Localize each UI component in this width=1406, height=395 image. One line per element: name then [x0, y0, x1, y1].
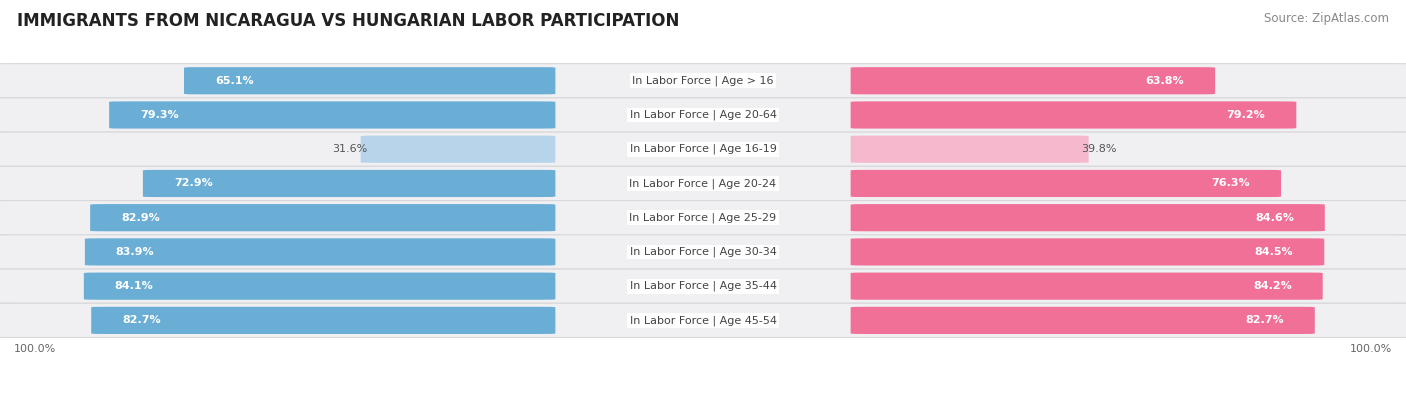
- Legend: Immigrants from Nicaragua, Hungarian: Immigrants from Nicaragua, Hungarian: [550, 392, 856, 395]
- Text: In Labor Force | Age 20-24: In Labor Force | Age 20-24: [630, 178, 776, 189]
- FancyBboxPatch shape: [0, 303, 1406, 337]
- Text: 65.1%: 65.1%: [215, 76, 253, 86]
- Text: 82.9%: 82.9%: [121, 213, 160, 223]
- FancyBboxPatch shape: [851, 135, 1088, 163]
- Text: 84.1%: 84.1%: [115, 281, 153, 291]
- Text: 79.2%: 79.2%: [1226, 110, 1265, 120]
- Text: 83.9%: 83.9%: [115, 247, 155, 257]
- Text: In Labor Force | Age 45-54: In Labor Force | Age 45-54: [630, 315, 776, 325]
- Text: In Labor Force | Age 35-44: In Labor Force | Age 35-44: [630, 281, 776, 292]
- Text: 82.7%: 82.7%: [1246, 315, 1284, 325]
- FancyBboxPatch shape: [143, 170, 555, 197]
- Text: 84.5%: 84.5%: [1254, 247, 1294, 257]
- Text: 79.3%: 79.3%: [141, 110, 179, 120]
- Text: 100.0%: 100.0%: [1350, 344, 1392, 354]
- FancyBboxPatch shape: [360, 135, 555, 163]
- Text: 84.2%: 84.2%: [1253, 281, 1292, 291]
- Text: In Labor Force | Age 20-64: In Labor Force | Age 20-64: [630, 110, 776, 120]
- FancyBboxPatch shape: [851, 238, 1324, 265]
- Text: 100.0%: 100.0%: [14, 344, 56, 354]
- Text: 63.8%: 63.8%: [1146, 76, 1184, 86]
- FancyBboxPatch shape: [0, 166, 1406, 201]
- FancyBboxPatch shape: [0, 98, 1406, 132]
- Text: In Labor Force | Age 25-29: In Labor Force | Age 25-29: [630, 213, 776, 223]
- FancyBboxPatch shape: [184, 67, 555, 94]
- Text: 72.9%: 72.9%: [174, 179, 212, 188]
- Text: 39.8%: 39.8%: [1081, 144, 1116, 154]
- FancyBboxPatch shape: [110, 102, 555, 129]
- Text: 31.6%: 31.6%: [332, 144, 368, 154]
- Text: 76.3%: 76.3%: [1212, 179, 1250, 188]
- Text: In Labor Force | Age > 16: In Labor Force | Age > 16: [633, 75, 773, 86]
- Text: 82.7%: 82.7%: [122, 315, 160, 325]
- Text: IMMIGRANTS FROM NICARAGUA VS HUNGARIAN LABOR PARTICIPATION: IMMIGRANTS FROM NICARAGUA VS HUNGARIAN L…: [17, 12, 679, 30]
- FancyBboxPatch shape: [851, 67, 1215, 94]
- FancyBboxPatch shape: [91, 307, 555, 334]
- FancyBboxPatch shape: [84, 238, 555, 265]
- FancyBboxPatch shape: [851, 102, 1296, 129]
- Text: Source: ZipAtlas.com: Source: ZipAtlas.com: [1264, 12, 1389, 25]
- FancyBboxPatch shape: [90, 204, 555, 231]
- FancyBboxPatch shape: [0, 269, 1406, 303]
- Text: 84.6%: 84.6%: [1256, 213, 1294, 223]
- Text: In Labor Force | Age 16-19: In Labor Force | Age 16-19: [630, 144, 776, 154]
- FancyBboxPatch shape: [851, 273, 1323, 300]
- FancyBboxPatch shape: [84, 273, 555, 300]
- FancyBboxPatch shape: [0, 201, 1406, 235]
- FancyBboxPatch shape: [851, 307, 1315, 334]
- FancyBboxPatch shape: [0, 235, 1406, 269]
- FancyBboxPatch shape: [0, 132, 1406, 166]
- FancyBboxPatch shape: [0, 64, 1406, 98]
- FancyBboxPatch shape: [851, 204, 1324, 231]
- FancyBboxPatch shape: [851, 170, 1281, 197]
- Text: In Labor Force | Age 30-34: In Labor Force | Age 30-34: [630, 246, 776, 257]
